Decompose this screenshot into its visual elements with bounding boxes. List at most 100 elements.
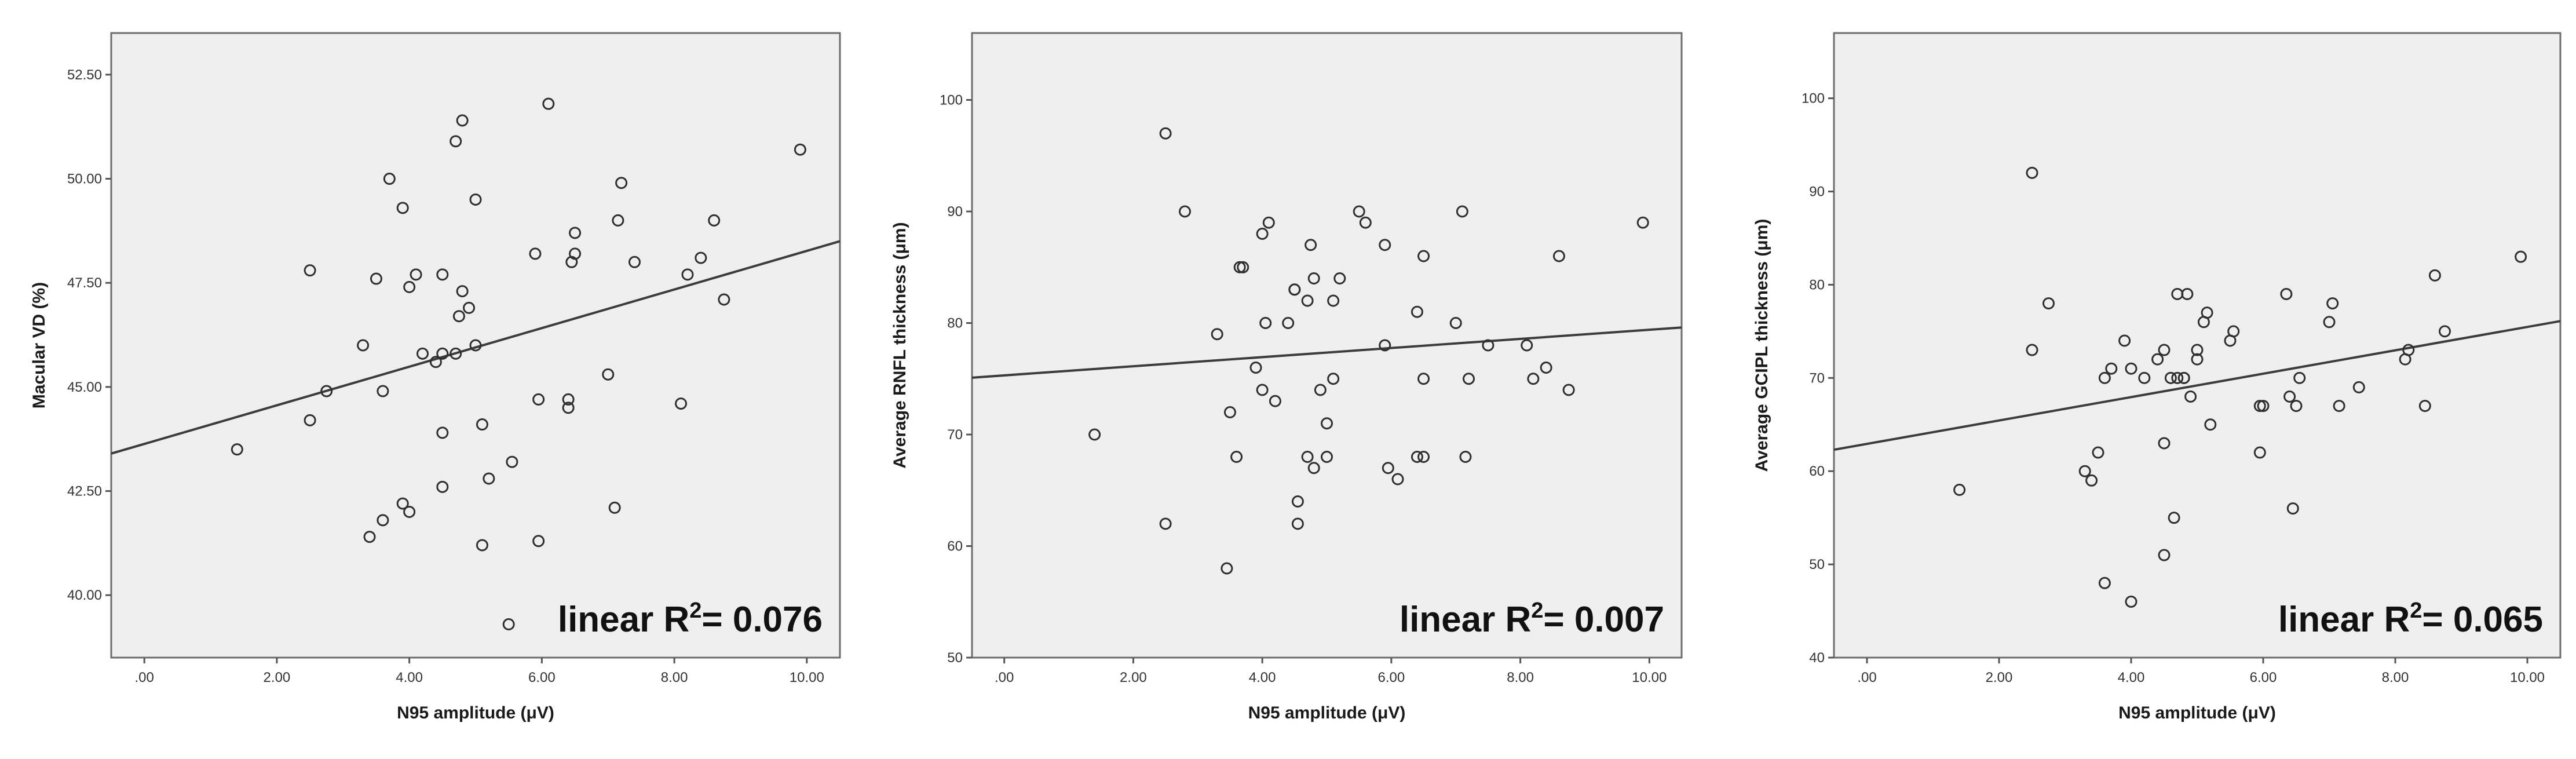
data-point — [1282, 317, 1295, 329]
data-point — [1291, 495, 1304, 508]
data-point — [1327, 294, 1340, 307]
x-tick-label: .00 — [134, 670, 154, 685]
x-tick-label: 10.00 — [790, 670, 824, 685]
data-point — [2151, 353, 2164, 366]
data-point — [363, 531, 376, 543]
data-point — [1482, 339, 1495, 352]
data-point — [1379, 239, 1391, 251]
data-point — [1088, 428, 1101, 441]
data-point — [562, 393, 575, 406]
data-point — [1211, 328, 1223, 341]
data-point — [383, 173, 396, 185]
data-point — [2098, 371, 2111, 384]
y-tick-label: 90 — [1809, 184, 1825, 200]
data-point — [708, 214, 721, 227]
data-point — [1459, 451, 1472, 463]
data-point — [2138, 371, 2151, 384]
data-point — [2118, 334, 2131, 347]
plot-area — [110, 32, 841, 659]
x-tick-label: 8.00 — [661, 670, 688, 685]
data-point — [396, 202, 409, 214]
data-point — [628, 256, 641, 268]
x-axis-title: N95 amplitude (μV) — [397, 703, 554, 722]
annotation-value: = 0.076 — [701, 600, 823, 640]
data-point — [2191, 353, 2204, 366]
data-point — [718, 293, 730, 306]
data-point — [2078, 465, 2091, 477]
data-point — [2098, 576, 2111, 589]
data-point — [1391, 473, 1404, 486]
data-point — [1307, 272, 1320, 284]
data-point — [675, 397, 688, 410]
data-point — [456, 285, 469, 298]
data-point — [403, 505, 416, 518]
x-tick-label: 2.00 — [1120, 670, 1147, 685]
data-point — [2290, 400, 2303, 413]
data-point — [1249, 362, 1262, 374]
data-point — [396, 497, 409, 510]
r-squared-annotation: linear R2= 0.076 — [558, 599, 823, 640]
data-point — [2227, 325, 2240, 338]
data-point — [1159, 517, 1172, 530]
y-tick-label: 52.50 — [67, 67, 102, 83]
data-point — [1382, 462, 1394, 475]
data-point — [1314, 384, 1327, 396]
data-point — [1527, 373, 1540, 385]
data-point — [416, 347, 429, 360]
data-point — [469, 193, 482, 206]
data-point — [2026, 344, 2038, 356]
data-point — [436, 347, 449, 360]
data-point — [1411, 451, 1423, 463]
data-point — [1953, 483, 1966, 496]
data-point — [436, 268, 449, 281]
data-point — [1552, 250, 1565, 262]
x-tick-label: 10.00 — [1632, 670, 1667, 685]
data-point — [1237, 261, 1249, 273]
data-point — [1456, 205, 1468, 218]
data-point — [2333, 400, 2345, 413]
data-point — [377, 514, 389, 527]
r-squared-annotation: linear R2= 0.065 — [2278, 599, 2543, 640]
data-point — [1417, 250, 1430, 262]
x-axis-title: N95 amplitude (μV) — [2118, 703, 2276, 722]
data-point — [502, 618, 515, 631]
annotation-superscript: 2 — [2410, 599, 2422, 623]
data-point — [2280, 288, 2293, 301]
data-point — [1221, 562, 1233, 575]
data-point — [1262, 216, 1275, 229]
y-tick-label: 50 — [1809, 557, 1825, 572]
data-point — [2201, 306, 2213, 319]
x-tick-label: 4.00 — [396, 670, 423, 685]
data-point — [2092, 446, 2104, 459]
annotation-value: = 0.007 — [1543, 600, 1664, 640]
data-point — [1305, 239, 1317, 251]
chart-panel-2: 50 60 70 80 90 100 .00 2.00 4.00 6.00 8.00 10.00 N95… — [890, 32, 1683, 722]
data-point — [1179, 205, 1191, 218]
data-point — [1259, 317, 1272, 329]
data-point — [2293, 371, 2306, 384]
x-tick-label: 4.00 — [2118, 670, 2145, 685]
y-tick-label: 40 — [1809, 650, 1825, 666]
data-point — [370, 272, 382, 285]
data-point — [1562, 384, 1575, 396]
data-point — [2164, 371, 2177, 384]
data-point — [1379, 339, 1391, 352]
data-point — [476, 539, 488, 552]
data-point — [463, 301, 476, 314]
data-point — [2168, 512, 2180, 524]
data-point — [2253, 446, 2266, 459]
data-point — [2439, 325, 2451, 338]
data-point — [1636, 216, 1649, 229]
regression-line — [1833, 320, 2561, 451]
data-point — [1411, 305, 1423, 318]
data-point — [2026, 166, 2038, 179]
data-point — [357, 339, 370, 352]
data-point — [1256, 384, 1269, 396]
data-point — [695, 251, 707, 264]
y-tick-label: 80 — [947, 316, 963, 331]
data-point — [429, 356, 442, 368]
y-tick-label: 90 — [947, 204, 963, 220]
y-tick-label: 45.00 — [67, 380, 102, 395]
data-point — [1521, 339, 1533, 352]
